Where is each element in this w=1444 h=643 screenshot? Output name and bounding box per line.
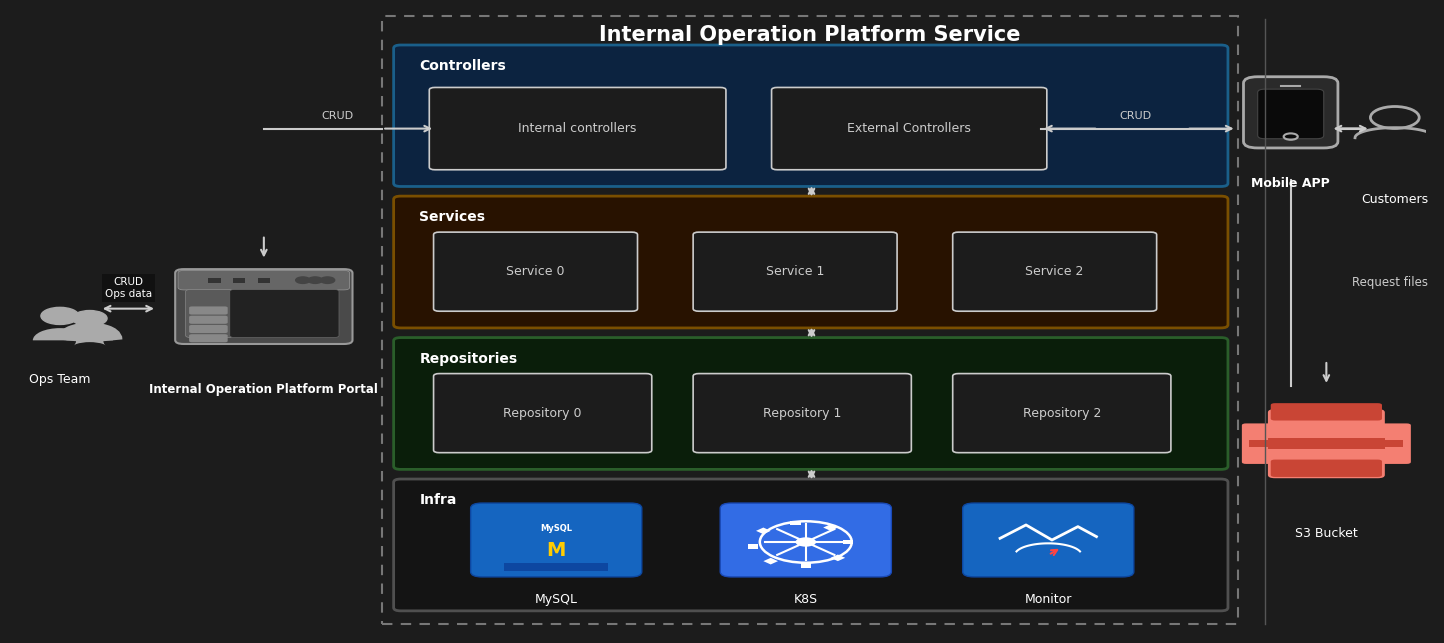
Text: Request files: Request files (1352, 276, 1428, 289)
FancyBboxPatch shape (429, 87, 726, 170)
Bar (757, 527, 771, 534)
Bar (764, 558, 778, 565)
Circle shape (321, 277, 335, 284)
Text: Ops Team: Ops Team (29, 373, 91, 386)
FancyBboxPatch shape (175, 269, 352, 344)
FancyBboxPatch shape (1243, 77, 1339, 148)
Circle shape (308, 277, 322, 284)
FancyBboxPatch shape (1372, 424, 1411, 464)
Text: Repository 2: Repository 2 (1022, 406, 1100, 420)
Text: Infra: Infra (419, 493, 456, 507)
Text: Internal controllers: Internal controllers (518, 122, 637, 135)
FancyBboxPatch shape (1271, 460, 1382, 477)
Text: Service 1: Service 1 (765, 265, 825, 278)
Text: CRUD: CRUD (321, 111, 354, 121)
FancyBboxPatch shape (1258, 89, 1324, 139)
Bar (800, 563, 812, 568)
Bar (504, 563, 608, 571)
Bar (830, 554, 845, 561)
FancyBboxPatch shape (1242, 424, 1281, 464)
Text: Repositories: Repositories (419, 352, 517, 366)
Text: Repository 1: Repository 1 (762, 406, 842, 420)
FancyBboxPatch shape (230, 289, 339, 338)
FancyBboxPatch shape (189, 334, 228, 342)
Bar (232, 278, 245, 283)
Text: Service 0: Service 0 (507, 265, 565, 278)
Bar (748, 545, 758, 549)
Text: Repository 0: Repository 0 (504, 406, 582, 420)
FancyBboxPatch shape (1268, 409, 1385, 478)
Bar (1249, 440, 1272, 447)
Text: CRUD
Ops data: CRUD Ops data (105, 276, 152, 299)
FancyBboxPatch shape (1271, 403, 1382, 421)
FancyBboxPatch shape (394, 479, 1227, 611)
FancyBboxPatch shape (394, 338, 1227, 469)
FancyBboxPatch shape (189, 325, 228, 333)
Text: Controllers: Controllers (419, 59, 505, 73)
Text: MySQL: MySQL (534, 593, 578, 606)
FancyBboxPatch shape (394, 196, 1227, 328)
FancyBboxPatch shape (433, 232, 637, 311)
Circle shape (296, 277, 310, 284)
Text: MySQL: MySQL (540, 524, 572, 533)
FancyBboxPatch shape (433, 374, 651, 453)
Wedge shape (66, 330, 113, 340)
Bar (823, 524, 838, 531)
Bar (257, 278, 270, 283)
Bar (843, 539, 853, 545)
FancyBboxPatch shape (721, 503, 891, 577)
Bar (1268, 438, 1385, 449)
FancyBboxPatch shape (186, 289, 234, 338)
Text: Mobile APP: Mobile APP (1252, 177, 1330, 190)
FancyBboxPatch shape (953, 232, 1157, 311)
Text: M: M (546, 541, 566, 559)
Text: Internal Operation Platform Service: Internal Operation Platform Service (599, 25, 1021, 46)
Circle shape (40, 307, 79, 325)
Wedge shape (33, 328, 87, 340)
Bar (208, 278, 221, 283)
Text: Service 2: Service 2 (1025, 265, 1084, 278)
Circle shape (796, 538, 816, 547)
Bar (1380, 440, 1404, 447)
Text: Customers: Customers (1362, 193, 1428, 206)
FancyBboxPatch shape (693, 374, 911, 453)
Circle shape (72, 311, 107, 326)
FancyBboxPatch shape (771, 87, 1047, 170)
FancyBboxPatch shape (953, 374, 1171, 453)
Bar (790, 521, 800, 525)
FancyBboxPatch shape (693, 232, 897, 311)
FancyBboxPatch shape (189, 316, 228, 324)
FancyBboxPatch shape (189, 307, 228, 314)
Text: Services: Services (419, 210, 485, 224)
FancyBboxPatch shape (471, 503, 641, 577)
Text: External Controllers: External Controllers (848, 122, 972, 135)
Text: Internal Operation Platform Portal: Internal Operation Platform Portal (149, 383, 378, 395)
FancyBboxPatch shape (963, 503, 1134, 577)
FancyBboxPatch shape (178, 271, 349, 290)
Bar (383, 16, 1238, 624)
Text: K8S: K8S (794, 593, 817, 606)
Text: Monitor: Monitor (1025, 593, 1071, 606)
Text: S3 Bucket: S3 Bucket (1295, 527, 1357, 540)
Text: CRUD: CRUD (1119, 111, 1151, 121)
FancyBboxPatch shape (394, 45, 1227, 186)
